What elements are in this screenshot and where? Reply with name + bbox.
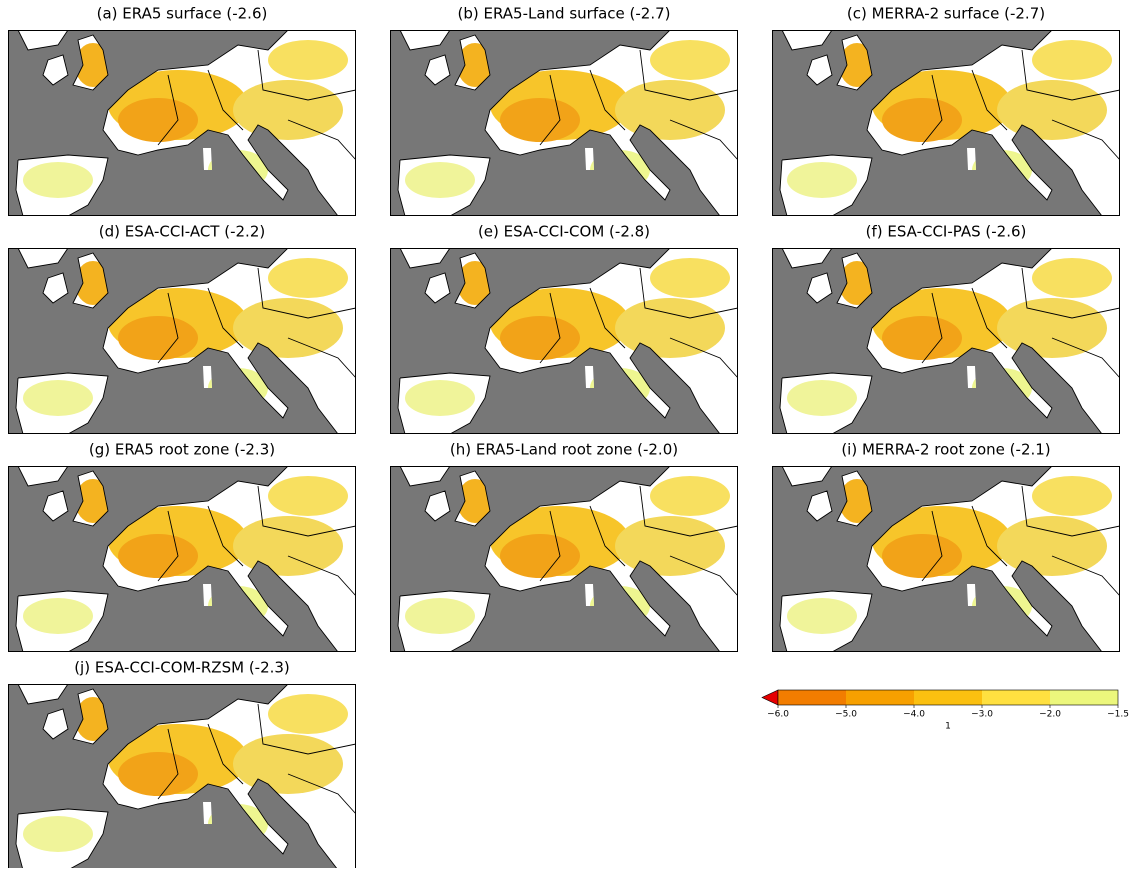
panel-title: (i) MERRA-2 root zone (-2.1)	[841, 441, 1050, 459]
panel-title: (b) ERA5-Land surface (-2.7)	[457, 5, 670, 23]
map	[772, 248, 1120, 434]
map-panel: (h) ERA5-Land root zone (-2.0)	[390, 441, 738, 653]
panel-title: (c) MERRA-2 surface (-2.7)	[847, 5, 1045, 23]
map	[390, 248, 738, 434]
map	[390, 466, 738, 652]
panel-title: (d) ESA-CCI-ACT (-2.2)	[99, 223, 265, 241]
map	[772, 30, 1120, 216]
panel-title: (h) ERA5-Land root zone (-2.0)	[450, 441, 678, 459]
map-panel: (d) ESA-CCI-ACT (-2.2)	[8, 223, 356, 435]
panel-title: (f) ESA-CCI-PAS (-2.6)	[866, 223, 1027, 241]
map	[8, 466, 356, 652]
map-panel: (f) ESA-CCI-PAS (-2.6)	[772, 223, 1120, 435]
map	[8, 684, 356, 868]
map-panel: (a) ERA5 surface (-2.6)	[8, 5, 356, 217]
colorbar-tick-label: −4.0	[903, 710, 925, 720]
colorbar-segment	[846, 690, 914, 705]
colorbar-extend	[761, 689, 779, 706]
colorbar-tick-label: −3.0	[971, 710, 993, 720]
colorbar-frame	[777, 689, 1119, 706]
panel-title: (j) ESA-CCI-COM-RZSM (-2.3)	[74, 659, 290, 677]
colorbar-tick-label: −6.0	[767, 710, 789, 720]
colorbar-tick-label: −5.0	[835, 710, 857, 720]
colorbar-segment	[778, 690, 846, 705]
colorbar-tick-label: −2.0	[1039, 710, 1061, 720]
colorbar-segment	[982, 690, 1050, 705]
map	[8, 248, 356, 434]
panel-title: (g) ERA5 root zone (-2.3)	[89, 441, 275, 459]
map-panel: (c) MERRA-2 surface (-2.7)	[772, 5, 1120, 217]
colorbar-segment	[1050, 690, 1118, 705]
panel-title: (e) ESA-CCI-COM (-2.8)	[478, 223, 650, 241]
map	[8, 30, 356, 216]
map-panel: (b) ERA5-Land surface (-2.7)	[390, 5, 738, 217]
map	[772, 466, 1120, 652]
map-panel: (e) ESA-CCI-COM (-2.8)	[390, 223, 738, 435]
colorbar-label: 1	[945, 722, 951, 732]
map	[390, 30, 738, 216]
colorbar-segment	[914, 690, 982, 705]
map-panel: (g) ERA5 root zone (-2.3)	[8, 441, 356, 653]
colorbar-tick-label: −1.5	[1107, 710, 1129, 720]
map-panel: (i) MERRA-2 root zone (-2.1)	[772, 441, 1120, 653]
panel-title: (a) ERA5 surface (-2.6)	[97, 5, 268, 23]
map-panel: (j) ESA-CCI-COM-RZSM (-2.3)	[8, 659, 356, 869]
colorbar: −6.0 −5.0 −4.0 −3.0 −2.0 −1.5 1	[761, 689, 1129, 732]
